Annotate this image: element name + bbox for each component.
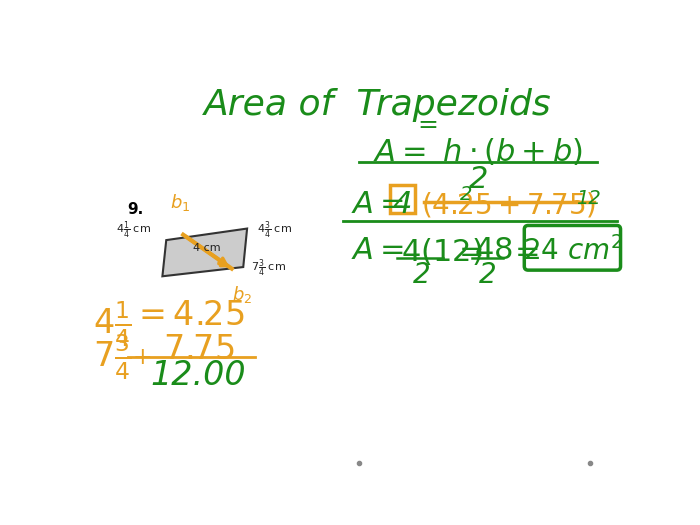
Polygon shape (162, 228, 247, 276)
Text: =: = (417, 113, 438, 137)
Text: $7\frac{3}{4}$: $7\frac{3}{4}$ (93, 332, 131, 382)
Text: $A=\ h \cdot (b+b)$: $A=\ h \cdot (b+b)$ (373, 136, 583, 167)
Text: 4: 4 (393, 190, 412, 219)
Text: 2: 2 (479, 261, 496, 289)
Text: $b_1$: $b_1$ (170, 192, 190, 213)
Text: $4\frac{3}{4}$ cm: $4\frac{3}{4}$ cm (257, 219, 292, 241)
Text: $=$: $=$ (453, 236, 483, 265)
Text: $= 4.25$: $= 4.25$ (132, 299, 244, 332)
Text: $_{+}\ 7.75$: $_{+}\ 7.75$ (132, 332, 234, 367)
Text: $24\ cm^2$: $24\ cm^2$ (523, 236, 623, 266)
Text: $7\frac{3}{4}$ cm: $7\frac{3}{4}$ cm (251, 258, 286, 279)
Text: $4\frac{1}{4}$: $4\frac{1}{4}$ (93, 299, 131, 349)
Text: Area of  Trapezoids: Area of Trapezoids (204, 88, 552, 122)
Text: $A=$: $A=$ (351, 236, 404, 265)
Text: 4 cm: 4 cm (193, 243, 221, 253)
Text: $48$: $48$ (475, 236, 513, 265)
Text: $b_2$: $b_2$ (232, 284, 252, 305)
Text: 12: 12 (576, 188, 601, 207)
Text: $4\frac{1}{4}$ cm: $4\frac{1}{4}$ cm (116, 219, 151, 241)
Text: $=$: $=$ (509, 236, 539, 265)
Text: 2: 2 (468, 165, 488, 194)
Text: 12.00: 12.00 (151, 360, 246, 393)
Text: $A =$: $A =$ (351, 190, 404, 219)
Text: 9.: 9. (127, 202, 144, 217)
Text: $(4.25+7.75)$: $(4.25+7.75)$ (421, 190, 596, 219)
Text: 2: 2 (413, 261, 430, 289)
Text: 2: 2 (461, 185, 473, 204)
Text: $4(12)$: $4(12)$ (401, 236, 482, 267)
